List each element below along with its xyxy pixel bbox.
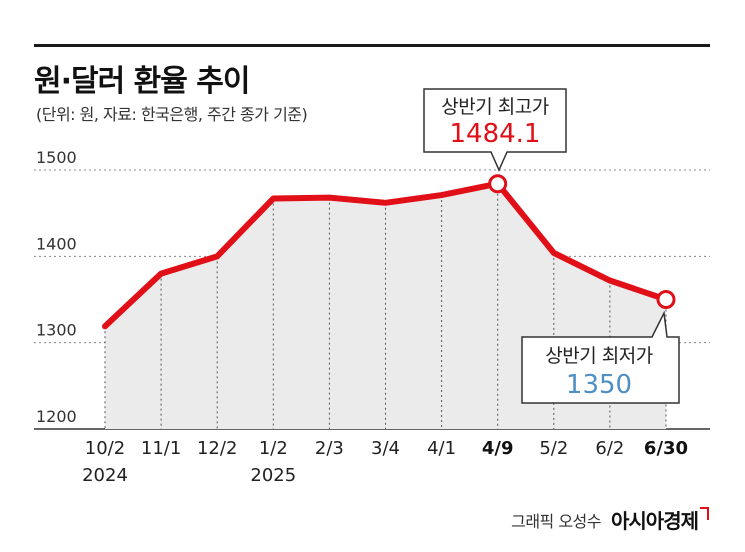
x-tick-label: 10/2 bbox=[85, 438, 125, 459]
x-tick-label: 5/2 bbox=[539, 438, 568, 459]
x-tick-label: 11/1 bbox=[141, 438, 181, 459]
callout-low-box bbox=[521, 310, 680, 404]
y-tick-label: 1500 bbox=[36, 148, 77, 167]
graphic-credit: 그래픽 오성수 bbox=[511, 511, 601, 531]
x-tick-label: 6/30 bbox=[644, 438, 688, 459]
chart-subtitle: (단위: 원, 자료: 한국은행, 주간 종가 기준) bbox=[36, 105, 308, 124]
top-rule bbox=[34, 44, 710, 47]
series-line bbox=[102, 180, 669, 330]
low-point-marker bbox=[656, 290, 676, 309]
chart-title: 원·달러 환율 추이 bbox=[34, 64, 250, 99]
callout-low: 상반기 최저가 1350 bbox=[521, 310, 680, 404]
series-line-layer bbox=[102, 180, 669, 330]
x-tick-label: 4/9 bbox=[482, 438, 514, 459]
callouts: 상반기 최고가 1484.1 상반기 최저가 1350 bbox=[423, 88, 680, 404]
x-tick-label: 2/3 bbox=[315, 438, 344, 459]
x-year-label: 2024 bbox=[82, 465, 128, 486]
callout-low-value: 1350 bbox=[566, 370, 632, 400]
brand-name: 아시아경제 bbox=[611, 509, 699, 533]
x-tick-label: 3/4 bbox=[371, 438, 400, 459]
y-tick-label: 1300 bbox=[36, 321, 77, 340]
footer: 그래픽 오성수 아시아경제 bbox=[511, 505, 709, 534]
x-tick-label: 12/2 bbox=[197, 438, 237, 459]
x-axis-labels: 10/2 2024 11/1 12/2 1/2 2025 2/3 3/4 4/1 4/9 5/2 6/… bbox=[82, 438, 688, 486]
callout-high: 상반기 최고가 1484.1 bbox=[423, 88, 567, 172]
callout-low-label: 상반기 최저가 bbox=[545, 345, 652, 367]
y-axis-labels: 1200 1300 1400 1500 bbox=[36, 148, 77, 426]
callout-high-value: 1484.1 bbox=[450, 119, 541, 149]
high-point-marker bbox=[488, 174, 508, 194]
y-tick-label: 1200 bbox=[36, 407, 77, 426]
x-tick-label: 6/2 bbox=[595, 438, 624, 459]
x-year-label: 2025 bbox=[250, 465, 296, 486]
brand-logo: 아시아경제 bbox=[611, 505, 709, 534]
y-tick-label: 1400 bbox=[36, 234, 77, 253]
callout-high-box bbox=[423, 88, 567, 172]
callout-high-label: 상반기 최고가 bbox=[441, 96, 548, 118]
brand-mark-icon bbox=[700, 507, 709, 520]
x-tick-label: 1/2 bbox=[259, 438, 288, 459]
x-tick-label: 4/1 bbox=[427, 438, 456, 459]
point-markers bbox=[488, 174, 676, 309]
